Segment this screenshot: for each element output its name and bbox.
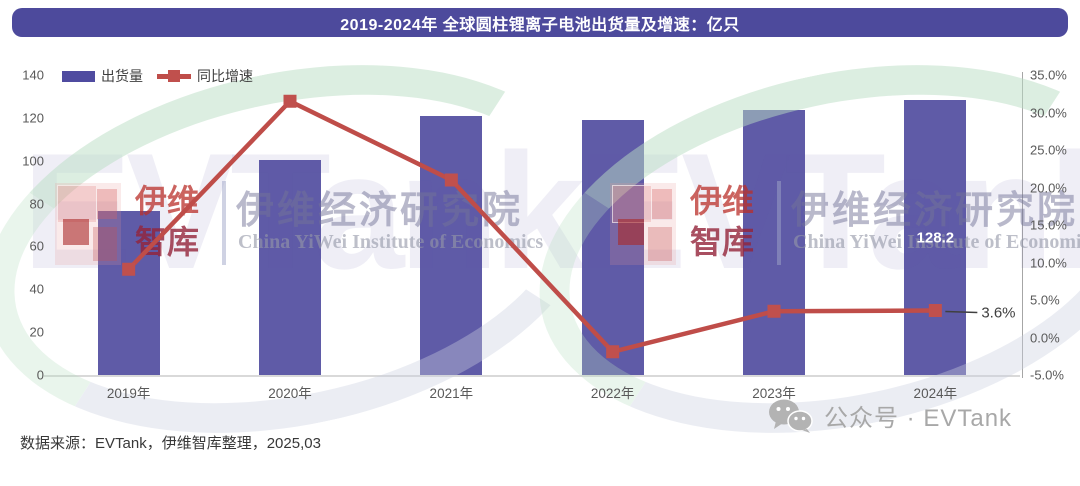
x-axis-category-label: 2020年 xyxy=(268,386,312,401)
growth-marker xyxy=(283,94,297,108)
left-axis-tick-label: 80 xyxy=(29,196,44,212)
line-swatch-icon xyxy=(157,69,191,82)
right-axis-tick-label: 15.0% xyxy=(1030,217,1067,233)
growth-marker xyxy=(928,304,942,317)
shipment-bar xyxy=(904,100,967,375)
growth-line-chart xyxy=(122,94,978,359)
x-axis-category-label: 2022年 xyxy=(590,386,635,401)
chart-title: 2019-2024年 全球圆柱锂离子电池出货量及增速：亿只 xyxy=(340,16,740,34)
wechat-account-row: 公众号 · EVTank xyxy=(768,398,1012,433)
right-axis-tick-label: 30.0% xyxy=(1030,105,1067,120)
shipment-bar xyxy=(420,115,483,375)
legend-label-growth: 同比增速 xyxy=(197,68,253,84)
bar-swatch-icon xyxy=(62,70,95,82)
wechat-icon xyxy=(769,399,813,433)
shipment-bar xyxy=(743,109,805,375)
left-axis-tick-label: 40 xyxy=(29,281,44,297)
wechat-account-label: 公众号 · EVTank xyxy=(824,405,1013,432)
growth-marker xyxy=(767,304,781,318)
right-axis-tick-label: 25.0% xyxy=(1030,142,1067,158)
right-axis-tick-label: 35.0% xyxy=(1030,67,1067,83)
left-axis-tick-label: 20 xyxy=(29,324,44,340)
legend-item-growth: 同比增速 xyxy=(157,66,253,86)
shipment-bar xyxy=(259,159,321,375)
left-axis-tick-label: 0 xyxy=(36,367,44,383)
growth-marker xyxy=(606,345,620,359)
right-axis-tick-label: -5.0% xyxy=(1030,367,1064,383)
bar-value-label: 128.2 xyxy=(916,229,955,247)
chart-title-banner: 2019-2024年 全球圆柱锂离子电池出货量及增速：亿只 xyxy=(12,8,1068,37)
left-axis-tick-label: 140 xyxy=(22,67,44,83)
x-axis-category-label: 2024年 xyxy=(913,386,958,401)
growth-line xyxy=(127,98,936,355)
growth-value-label: 3.6% xyxy=(981,304,1016,321)
data-source-note: 数据来源：EVTank，伊维智库整理，2025,03 xyxy=(20,435,321,452)
growth-marker xyxy=(444,173,458,187)
left-axis-tick-label: 120 xyxy=(22,110,44,126)
shipment-bar xyxy=(97,211,160,375)
right-axis-tick-label: 20.0% xyxy=(1030,180,1067,195)
left-axis-tick-label: 100 xyxy=(22,153,44,169)
right-axis-line xyxy=(1022,72,1023,378)
left-axis-tick-label: 60 xyxy=(29,238,44,254)
x-axis-line xyxy=(44,375,1020,377)
x-axis-category-label: 2021年 xyxy=(429,386,474,401)
annotation-leader-line xyxy=(945,310,978,314)
chart-plot-area: 0 20 40 60 80 100 120 140 -5.0% 0.0% 5.0% 10.0% 15.0… xyxy=(22,67,1067,402)
right-axis-tick-label: 10.0% xyxy=(1030,255,1067,270)
growth-marker xyxy=(122,262,136,276)
right-axis-tick-label: 0.0% xyxy=(1030,330,1060,345)
x-axis-category-label: 2023年 xyxy=(752,386,796,401)
x-axis-category-label: 2019年 xyxy=(106,386,151,401)
legend-item-shipments: 出货量 xyxy=(62,66,143,86)
chart-legend: 出货量 同比增速 xyxy=(62,66,253,86)
legend-label-shipments: 出货量 xyxy=(101,68,143,84)
right-axis-tick-label: 5.0% xyxy=(1030,292,1060,308)
